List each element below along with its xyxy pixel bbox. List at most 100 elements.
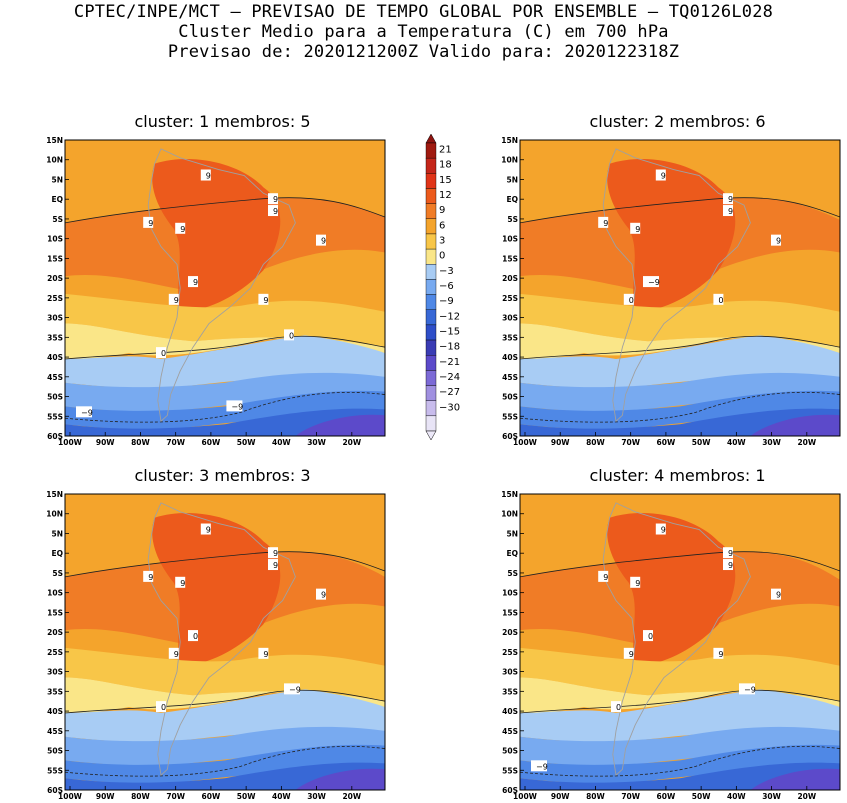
contour-label: 9 bbox=[168, 293, 179, 305]
band-cold-5 bbox=[750, 414, 840, 436]
contour-label-text: 9 bbox=[174, 296, 179, 305]
contour-label-text: 9 bbox=[174, 650, 179, 659]
lon-label: 20W bbox=[797, 438, 816, 447]
lat-label: 20S bbox=[502, 628, 518, 637]
contour-label-bg bbox=[771, 234, 781, 246]
lon-label: 30W bbox=[762, 438, 781, 447]
contour-label: 9 bbox=[175, 576, 186, 588]
lat-label: 20S bbox=[47, 274, 63, 283]
panel-title: cluster: 2 membros: 6 bbox=[589, 112, 766, 131]
contour-label-bg bbox=[771, 588, 781, 600]
colorbar-swatch bbox=[425, 248, 437, 265]
contour-label-bg bbox=[713, 293, 724, 305]
lat-label: 10N bbox=[46, 156, 63, 165]
contour-label-bg bbox=[739, 683, 755, 695]
contour-label-text: 0 bbox=[193, 632, 198, 641]
contour-label: 9 bbox=[268, 193, 278, 205]
contour-label-text: 9 bbox=[193, 278, 198, 287]
colorbar-label: −15 bbox=[439, 326, 460, 337]
contour-label-bg bbox=[284, 683, 300, 695]
map-panel-3: cluster: 3 membros: 3 9 9 9 9 9 9 9 9 0 0 −9 15N 10N… bbox=[46, 466, 390, 801]
lon-label: 70W bbox=[166, 438, 185, 447]
contour-label: 9 bbox=[143, 570, 154, 582]
contour-minus9 bbox=[64, 391, 386, 423]
contour-label-text: 0 bbox=[161, 703, 166, 712]
map-panel-4: cluster: 4 membros: 1 9 9 9 9 9 9 9 9 0 0 −9 −9 15N 1… bbox=[501, 466, 845, 801]
lat-label: 25S bbox=[47, 294, 63, 303]
lat-label: 35S bbox=[47, 687, 63, 696]
colorbar-label: 0 bbox=[439, 251, 445, 262]
contour-label: 9 bbox=[168, 647, 179, 659]
contour-label: 9 bbox=[143, 216, 153, 228]
band-cold-5 bbox=[750, 768, 840, 790]
lat-label: EQ bbox=[52, 549, 64, 558]
continent-outline bbox=[147, 502, 296, 777]
contour-label-text: 9 bbox=[603, 219, 608, 228]
lon-label: 20W bbox=[797, 792, 816, 801]
band-cold-4 bbox=[65, 762, 385, 790]
lon-label: 100W bbox=[58, 792, 83, 801]
contour-label-bg bbox=[655, 169, 666, 181]
lat-label: 10S bbox=[47, 589, 63, 598]
lon-label: 50W bbox=[692, 792, 711, 801]
contour-label-text: 9 bbox=[728, 207, 733, 216]
contour-label-text: 9 bbox=[629, 650, 634, 659]
contour-label-text: −9 bbox=[648, 278, 660, 287]
panel-title: cluster: 1 membros: 5 bbox=[134, 112, 311, 131]
contour-label-bg bbox=[143, 570, 154, 582]
contour-label-bg bbox=[655, 523, 666, 535]
title-line-1: CPTEC/INPE/MCT – PREVISAO DE TEMPO GLOBA… bbox=[73, 2, 774, 22]
lon-label: 60W bbox=[657, 438, 676, 447]
contour-0 bbox=[64, 335, 386, 360]
lon-label: 50W bbox=[237, 792, 256, 801]
title-line-3: Previsao de: 2020121200Z Valido para: 20… bbox=[167, 42, 680, 62]
colorbar-swatch bbox=[425, 385, 437, 401]
lat-label: 15N bbox=[46, 490, 63, 499]
contour-label-text: 9 bbox=[206, 526, 211, 535]
lat-label: 30S bbox=[47, 668, 63, 677]
contour-label-text: 9 bbox=[718, 650, 723, 659]
title-line-2: Cluster Medio para a Temperatura (C) em … bbox=[178, 22, 669, 42]
contour-label-bg bbox=[156, 347, 166, 359]
contour-label-bg bbox=[168, 647, 179, 659]
contour-label: 9 bbox=[200, 169, 211, 181]
contour-label-bg bbox=[175, 222, 186, 234]
lon-label: 40W bbox=[727, 792, 746, 801]
lat-label: EQ bbox=[507, 549, 519, 558]
colorbar-label: 9 bbox=[439, 205, 445, 216]
contour-label-bg bbox=[175, 576, 186, 588]
contour-label-bg bbox=[268, 547, 278, 559]
colorbar-swatch bbox=[425, 355, 437, 371]
colorbar-swatch bbox=[425, 400, 437, 417]
lat-label: 35S bbox=[502, 333, 518, 342]
colorbar-swatch bbox=[425, 309, 437, 326]
lat-label: EQ bbox=[52, 195, 64, 204]
contour-label: 9 bbox=[175, 222, 186, 234]
map-border bbox=[519, 493, 841, 791]
contour-label-text: 9 bbox=[661, 172, 666, 181]
map-svg: 9 9 9 9 9 9 9 9 9 0 0 −9 −9 15N 10N 5N EQ 5S 10S 15S 20S 25S 3… bbox=[46, 136, 386, 447]
contour-label-bg bbox=[168, 293, 179, 305]
contour-9 bbox=[64, 551, 386, 578]
lat-label: 45S bbox=[47, 373, 63, 382]
color-legend: 21 18 15 12 9 6 3 0 −3 −6 −9 −12 −15 −18 −21 −24 −27 −30 bbox=[424, 133, 464, 441]
band-mild bbox=[65, 647, 385, 702]
contour-label-text: 9 bbox=[273, 195, 278, 204]
contour-label: 9 bbox=[200, 523, 211, 535]
colorbar-swatch bbox=[425, 142, 437, 159]
continent-outline bbox=[602, 148, 751, 423]
colorbar-bottom-arrow bbox=[425, 430, 437, 441]
colorbar-label: 21 bbox=[439, 145, 452, 156]
contour-label: 9 bbox=[713, 647, 723, 659]
contour-label: −9 bbox=[226, 400, 243, 412]
contour-label: −9 bbox=[739, 683, 756, 695]
contour-label-bg bbox=[316, 588, 326, 600]
contour-label-bg bbox=[200, 523, 211, 535]
contour-label-bg bbox=[188, 630, 198, 642]
contour-label-bg bbox=[258, 647, 269, 659]
map-svg: 9 9 9 9 9 9 9 9 0 0 −9 −9 15N 10N 5N EQ 5S 10S 15S 20S 25S 30… bbox=[501, 490, 841, 801]
contour-label-bg bbox=[598, 570, 609, 582]
contour-label: 0 bbox=[284, 329, 294, 341]
contour-label-text: 9 bbox=[148, 573, 153, 582]
lon-label: 100W bbox=[58, 438, 83, 447]
